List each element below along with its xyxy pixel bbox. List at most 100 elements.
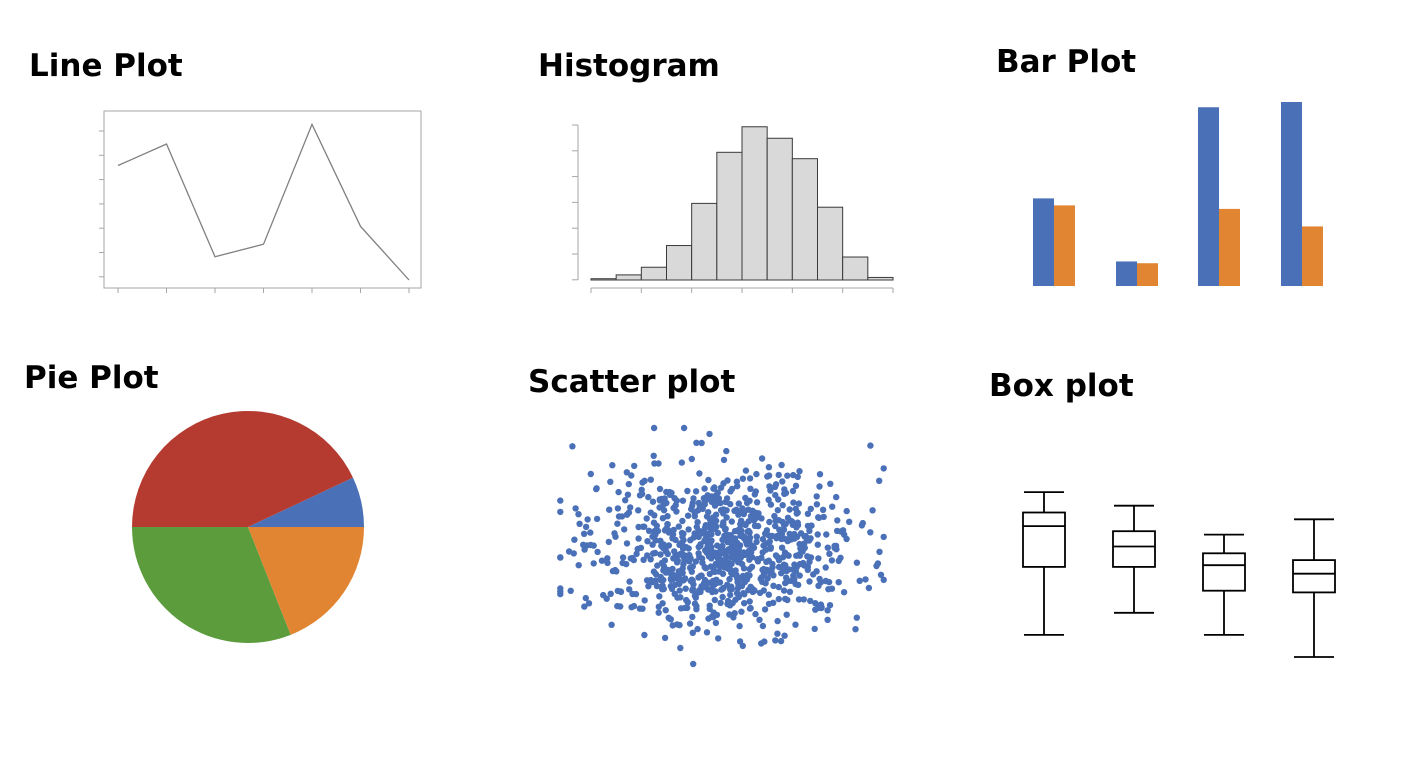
scatter-point (758, 515, 765, 522)
scatter-point (813, 501, 821, 508)
bar-plot-bar (1116, 261, 1137, 286)
scatter-point (618, 513, 626, 520)
scatter-point (590, 560, 597, 567)
scatter-point (677, 644, 684, 652)
line-plot-title: Line Plot (29, 48, 183, 84)
scatter-point (570, 550, 577, 557)
scatter-point (656, 497, 664, 504)
scatter-point (795, 581, 802, 589)
box-plot-iqr-box (1292, 559, 1336, 594)
scatter-point (654, 562, 661, 569)
scatter-point (691, 592, 699, 600)
scatter-point (686, 558, 693, 565)
scatter-point (825, 578, 833, 586)
scatter-point (717, 599, 724, 607)
scatter-point (645, 493, 652, 501)
scatter-point (880, 576, 887, 583)
scatter-point (688, 568, 695, 575)
scatter-point (623, 469, 630, 476)
scatter-point (613, 568, 620, 575)
scatter-point (826, 602, 834, 609)
scatter-point (733, 590, 741, 597)
line-plot-series-line (117, 122, 410, 281)
scatter-point (706, 602, 713, 609)
scatter-point (816, 483, 823, 490)
scatter-point (833, 527, 841, 535)
scatter-point (604, 555, 611, 562)
scatter-point (740, 510, 747, 518)
scatter-point (652, 537, 659, 544)
scatter-point (702, 547, 709, 554)
pie-plot-slice (132, 410, 353, 527)
scatter-point (649, 578, 656, 586)
scatter-point (808, 522, 815, 529)
scatter-point (675, 523, 682, 530)
scatter-point (636, 605, 644, 612)
scatter-point (569, 443, 576, 450)
scatter-point (760, 587, 767, 594)
scatter-point (679, 517, 686, 525)
scatter-point (816, 471, 824, 478)
scatter-point (807, 597, 814, 605)
scatter-point (674, 594, 681, 601)
scatter-point (767, 487, 774, 494)
bar-plot-bar (1033, 198, 1054, 286)
scatter-point (807, 505, 814, 512)
scatter-point (684, 487, 691, 495)
scatter-point (678, 540, 686, 548)
scatter-point (768, 568, 775, 575)
scatter-point (767, 501, 775, 508)
scatter-point (796, 468, 803, 475)
scatter-point (775, 583, 782, 591)
scatter-point (853, 614, 860, 621)
scatter-point (614, 587, 621, 595)
scatter-point (675, 577, 683, 585)
scatter-point (779, 502, 786, 509)
scatter-point (629, 590, 636, 598)
scatter-point (806, 537, 813, 544)
scatter-point (631, 462, 638, 470)
scatter-point (781, 567, 788, 574)
scatter-point (603, 595, 610, 602)
scatter-point (664, 566, 672, 574)
scatter-point (680, 424, 688, 432)
scatter-point (741, 600, 748, 607)
scatter-point (587, 470, 594, 478)
box-plot-box (1202, 533, 1246, 636)
scatter-point (640, 556, 647, 563)
scatter-point (658, 542, 665, 550)
scatter-point (827, 480, 834, 487)
scatter-point (664, 550, 671, 558)
scatter-point (572, 505, 579, 512)
pie-plot-slice (248, 527, 364, 635)
scatter-point (711, 596, 718, 604)
scatter-point (716, 562, 723, 570)
scatter-point (687, 537, 694, 544)
scatter-point (727, 591, 734, 599)
scatter-point (614, 602, 621, 610)
scatter-point (689, 587, 696, 594)
scatter-point (862, 576, 869, 583)
scatter-point (655, 609, 662, 616)
scatter-point (672, 536, 679, 544)
scatter-point (698, 439, 705, 447)
scatter-point (693, 606, 700, 613)
scatter-point (756, 616, 763, 623)
scatter-point (634, 545, 641, 553)
scatter-point (790, 572, 797, 579)
box-plot-box (1022, 491, 1066, 636)
scatter-point (786, 530, 793, 538)
scatter-point (679, 497, 687, 504)
scatter-point (576, 520, 583, 527)
scatter-point (630, 556, 637, 564)
scatter-point (751, 522, 759, 529)
scatter-point (647, 476, 654, 483)
scatter-point (804, 563, 811, 570)
scatter-point (772, 637, 779, 644)
scatter-point (877, 571, 885, 578)
scatter-point (774, 617, 781, 625)
scatter-point (750, 587, 758, 594)
scatter-point (824, 607, 831, 614)
scatter-point (639, 479, 646, 486)
